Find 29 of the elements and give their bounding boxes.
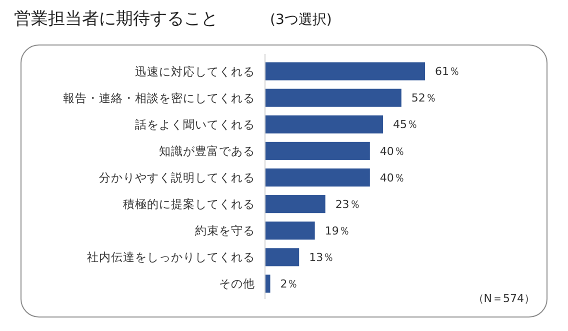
y-tick-label: 迅速に対応してくれる — [135, 64, 255, 78]
bar — [265, 195, 326, 214]
y-tick-label: 報告・連絡・相談を密にしてくれる — [63, 90, 255, 105]
y-tick-label: その他 — [219, 276, 255, 291]
bar — [265, 88, 402, 107]
data-label: 40％ — [380, 171, 405, 184]
y-tick-label: 社内伝達をしっかりしてくれる — [87, 250, 255, 264]
data-label: 61％ — [435, 65, 460, 78]
chart-subtitle: (3つ選択) — [270, 12, 332, 28]
y-tick-label: 約束を守る — [195, 224, 255, 238]
text: 営業担当者に期待すること — [14, 9, 218, 29]
y-tick-label: 積極的に提案してくれる — [123, 197, 255, 212]
y-tick-label: 話をよく聞いてくれる — [135, 117, 255, 132]
bar — [265, 168, 370, 187]
y-tick-label: 知識が豊富である — [159, 144, 255, 158]
data-label: 52％ — [411, 92, 436, 105]
bar — [265, 62, 425, 80]
data-label: 2％ — [280, 278, 298, 291]
bar — [265, 142, 370, 160]
bar — [265, 248, 300, 266]
data-label: 23％ — [335, 198, 360, 211]
y-tick-label: 分かりやすく説明してくれる — [99, 170, 255, 185]
data-label: 13％ — [309, 251, 334, 264]
text: （N＝574） — [472, 292, 535, 305]
data-label: 19％ — [324, 224, 350, 238]
data-label: 45％ — [393, 118, 418, 132]
bar — [265, 222, 315, 240]
bar — [265, 115, 384, 134]
data-label: 40％ — [380, 144, 405, 158]
